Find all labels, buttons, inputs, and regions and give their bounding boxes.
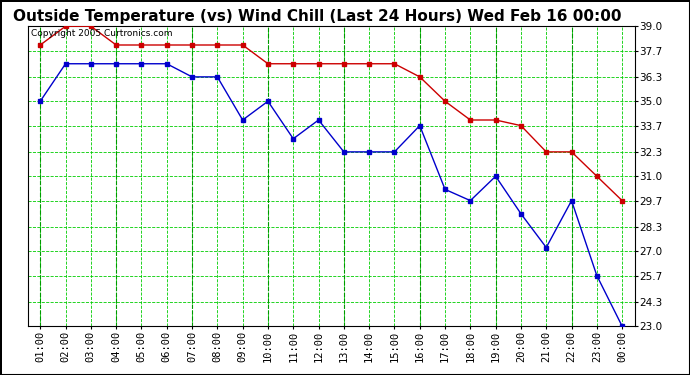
Text: Copyright 2005 Curtronics.com: Copyright 2005 Curtronics.com: [30, 29, 172, 38]
Text: Outside Temperature (vs) Wind Chill (Last 24 Hours) Wed Feb 16 00:00: Outside Temperature (vs) Wind Chill (Las…: [13, 9, 622, 24]
